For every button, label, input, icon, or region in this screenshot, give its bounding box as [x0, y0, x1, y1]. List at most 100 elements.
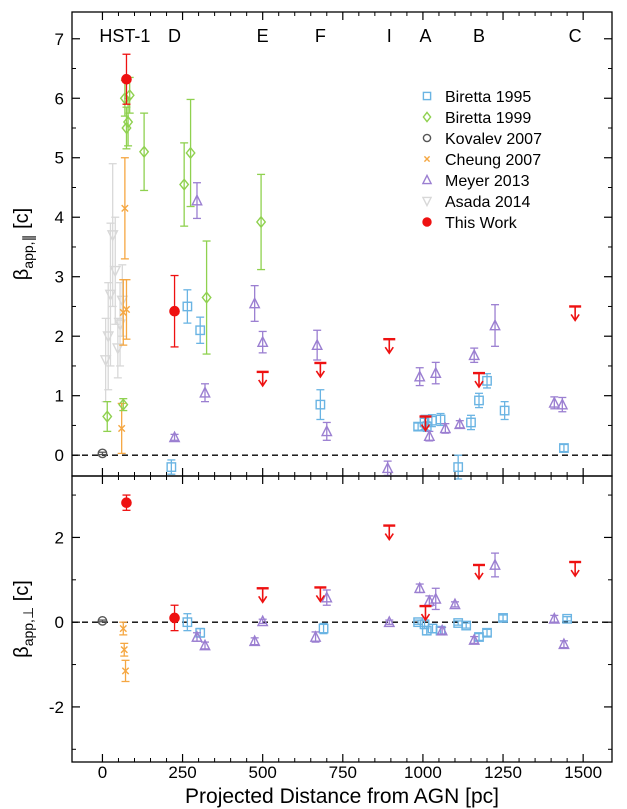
panel-frame [71, 475, 613, 763]
upper-limit-arrow [315, 370, 326, 379]
diamond-marker [179, 178, 190, 191]
data-point [421, 625, 432, 636]
series-biretta-1999 [102, 76, 267, 433]
data-point [466, 414, 476, 431]
knot-labels: HST-1 D E F I A B C [99, 26, 581, 46]
series-this-work-upper-limits [256, 524, 582, 622]
triangle-up-marker [383, 615, 396, 628]
knot-label: C [569, 26, 582, 46]
square-marker [166, 462, 177, 472]
data-point [121, 659, 130, 683]
data-point [309, 630, 322, 643]
x-tick-label: 250 [168, 763, 196, 782]
data-point [117, 402, 126, 455]
square-marker [315, 399, 326, 410]
triangle-up-marker [548, 612, 561, 624]
data-point [468, 633, 481, 645]
data-point [255, 173, 267, 271]
upper-limit-arrow [420, 613, 431, 622]
triangle-up-marker [429, 592, 442, 604]
knot-label: B [473, 26, 485, 46]
y-tick-label: 2 [55, 327, 64, 346]
y-tick-label: 1 [55, 387, 64, 406]
data-point [97, 448, 108, 459]
data-point [548, 612, 561, 624]
data-point [489, 304, 501, 347]
filled-circle-marker [169, 612, 180, 624]
y-tick-label: 3 [55, 268, 64, 287]
diamond-marker [118, 398, 129, 411]
data-point [195, 316, 206, 344]
upper-limit-arrow [474, 380, 484, 389]
data-point [166, 459, 177, 475]
series-meyer-2013 [191, 552, 570, 651]
data-point [102, 400, 113, 433]
square-marker [182, 617, 193, 628]
triangle-up-marker [320, 590, 333, 603]
data-point [121, 494, 132, 511]
y-axis-label: βapp,⊥ [c] [11, 580, 36, 658]
legend-entry: Meyer 2013 [421, 173, 530, 190]
series-kovalev-2007 [97, 448, 108, 459]
triangle-up-marker [468, 348, 481, 361]
data-point [499, 400, 510, 421]
triangle-up-marker [556, 397, 569, 410]
x-axis: 0 250 500 750 1000 1250 1500 [98, 763, 602, 782]
data-point [556, 396, 569, 413]
square-marker [466, 417, 476, 428]
series-this-work [121, 494, 180, 632]
y-tick-label: 0 [55, 446, 64, 465]
data-point [169, 604, 180, 632]
square-marker [435, 414, 446, 425]
x-marker [120, 646, 128, 654]
triangle-up-marker [489, 318, 501, 331]
legend-label: Kovalev 2007 [445, 131, 542, 148]
x-axis-label: Projected Distance from AGN [pc] [185, 785, 499, 808]
square-marker [413, 617, 424, 628]
data-point [106, 163, 119, 308]
legend-entry: Kovalev 2007 [422, 131, 542, 148]
triangle-up-marker [320, 424, 333, 437]
panel-1: 0 1 2 3 4 5 6 7 βapp,∥ [c] [11, 11, 613, 480]
circle-marker [97, 616, 108, 626]
triangle-up-marker [429, 366, 442, 378]
legend-label: Asada 2014 [445, 194, 531, 211]
data-point [320, 421, 333, 441]
filled-circle-marker [422, 217, 432, 227]
series-biretta-1995 [166, 289, 569, 480]
diamond-marker [255, 215, 267, 229]
square-marker [482, 375, 492, 386]
x-marker [117, 424, 126, 433]
data-point [256, 330, 269, 354]
square-marker [453, 462, 464, 472]
data-point [182, 289, 193, 324]
diamond-marker [102, 410, 113, 423]
series-cheung-2007 [119, 621, 130, 683]
data-point [383, 615, 396, 628]
series-this-work-upper-limits [256, 305, 582, 432]
panel-frame [71, 11, 613, 477]
upper-limit-arrow [420, 424, 431, 432]
data-point [311, 329, 323, 361]
legend-label: This Work [445, 215, 518, 232]
square-marker [499, 405, 510, 416]
diamond-marker [119, 91, 130, 105]
data-point [122, 279, 131, 340]
data-point [199, 638, 211, 651]
data-point [182, 613, 193, 632]
legend-entry: Asada 2014 [421, 194, 531, 211]
data-point [449, 597, 461, 610]
data-point [482, 373, 492, 389]
upper-limit-arrow [570, 569, 580, 578]
legend-entry: Biretta 1995 [422, 89, 531, 106]
knot-label: F [315, 26, 326, 46]
data-point [120, 642, 129, 657]
upper-limit-arrow [258, 379, 268, 388]
x-tick-label: 1000 [404, 763, 442, 782]
square-marker [421, 625, 432, 636]
upper-limit-arrow [384, 533, 394, 542]
legend-label: Biretta 1999 [445, 110, 531, 127]
upper-limit-arrow [570, 314, 580, 322]
legend-label: Biretta 1995 [445, 89, 531, 106]
data-point [191, 630, 203, 642]
